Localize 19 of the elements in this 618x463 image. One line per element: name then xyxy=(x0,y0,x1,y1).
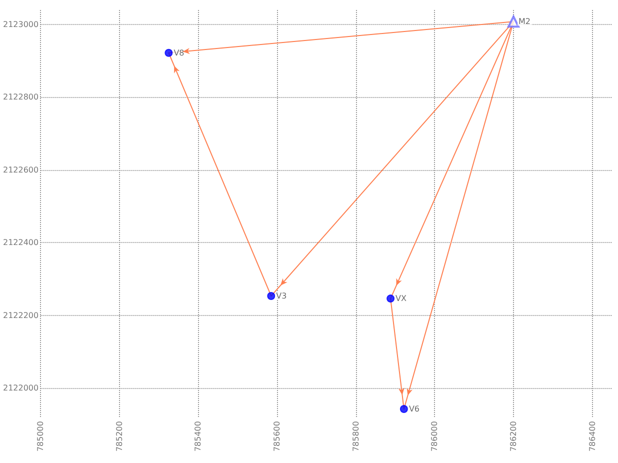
x-tick-label: 785000 xyxy=(36,421,46,452)
annotation: M2 xyxy=(518,17,530,26)
y-tick-label: 2122400 xyxy=(2,238,39,248)
y-tick-label: 2122800 xyxy=(2,92,39,102)
y-tick-label: 2122000 xyxy=(2,383,39,392)
x-tick-label: 785600 xyxy=(272,421,282,452)
annotation: V6 xyxy=(408,404,420,414)
y-tick-label: 2123000 xyxy=(2,20,39,30)
x-tick-label: 785800 xyxy=(351,421,360,452)
y-tick-label: 2122600 xyxy=(2,165,39,174)
y-tick-label: 2122200 xyxy=(2,310,39,320)
x-tick-label: 786200 xyxy=(508,421,518,452)
x-tick-label: 786400 xyxy=(588,421,597,452)
annotation: V3 xyxy=(276,291,287,300)
x-tick-label: 785400 xyxy=(194,421,203,452)
annotation: V8 xyxy=(174,48,184,58)
annotation: VX xyxy=(396,294,408,304)
x-tick-label: 786000 xyxy=(430,421,440,452)
x-tick-label: 785200 xyxy=(114,421,124,452)
